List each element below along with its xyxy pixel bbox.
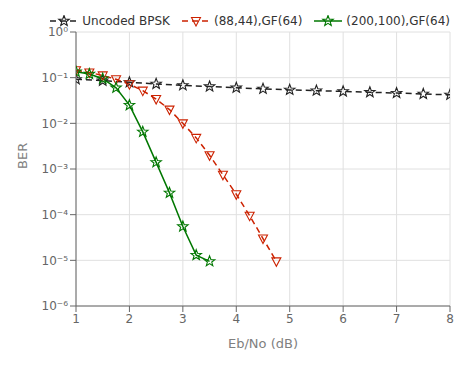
svg-text:10⁻¹: 10⁻¹ [42,71,69,85]
svg-text:5: 5 [286,312,294,326]
html-text:Uncoded BPSK: Uncoded BPSK [82,14,170,28]
svg-text:7: 7 [393,312,401,326]
svg-text:10⁻³: 10⁻³ [42,162,69,176]
svg-text:10⁰: 10⁰ [48,25,68,39]
svg-text:1: 1 [72,312,80,326]
svg-text:3: 3 [179,312,187,326]
svg-text:10⁻²: 10⁻² [42,117,69,131]
html-text:(200,100),GF(64): (200,100),GF(64) [346,14,450,28]
svg-text:8: 8 [446,312,454,326]
svg-text:10⁻⁴: 10⁻⁴ [42,208,69,222]
svg-text:4: 4 [232,312,240,326]
svg-text:10⁻⁶: 10⁻⁶ [42,299,69,313]
svg-text:10⁻⁵: 10⁻⁵ [42,254,69,268]
svg-text:Eb/No (dB): Eb/No (dB) [228,336,298,351]
svg-text:2: 2 [126,312,134,326]
svg-text:BER: BER [15,143,30,169]
svg-text:6: 6 [339,312,347,326]
html-text:(88,44),GF(64): (88,44),GF(64) [214,14,303,28]
